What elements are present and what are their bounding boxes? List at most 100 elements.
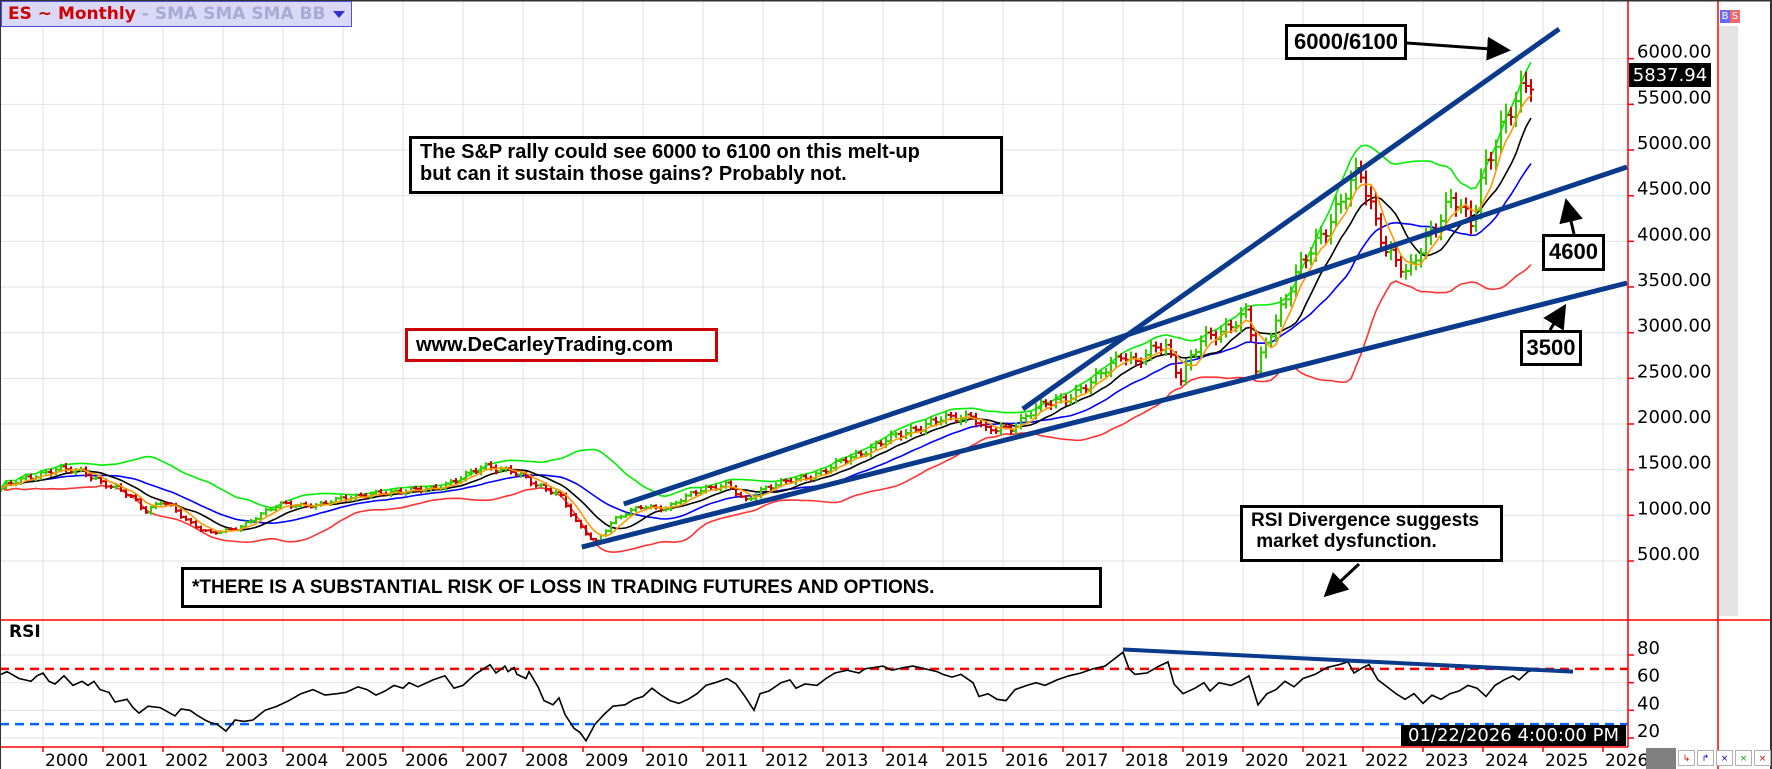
crosshair-green-icon[interactable]: × [1735,750,1752,766]
support-3500-label: 3500 [1520,330,1582,366]
year-label: 2000 [45,751,88,769]
rsi-tick-label: 80 [1637,638,1660,659]
arrow-to-4600-line [1559,198,1583,235]
ohlc-bar [868,443,874,458]
rsi-divergence-note: RSI Divergence suggests market dysfuncti… [1240,505,1503,562]
year-label: 2017 [1065,751,1108,769]
rsi-note-line-2: market dysfunction. [1251,531,1437,553]
year-label: 2025 [1545,751,1588,769]
trendline [581,280,1628,550]
arrow-up-right-icon[interactable]: ↱ [1697,750,1714,766]
bb-upper-line [0,61,1532,509]
ohlc-bar [1483,149,1489,185]
commentary-line-1: The S&P rally could see 6000 to 6100 on … [420,141,920,163]
year-label: 2003 [225,751,268,769]
year-label: 2026 [1605,751,1648,769]
price-tick-label: 2000.00 [1637,407,1711,428]
year-label: 2018 [1125,751,1168,769]
bb-lower-line [0,264,1532,553]
ohlc-bar [1408,254,1414,276]
rsi-tick-label: 20 [1637,721,1660,742]
ohlc-bar [1243,303,1249,319]
year-label: 2007 [465,751,508,769]
ohlc-bar [1398,255,1404,278]
year-label: 2011 [705,751,748,769]
price-tick-label: 4000.00 [1637,224,1711,245]
trendline [1021,26,1561,412]
rsi-tick-label: 60 [1637,666,1660,687]
year-label: 2019 [1185,751,1228,769]
arrow-down-right-icon[interactable]: ↳ [1678,750,1695,766]
year-label: 2021 [1305,751,1348,769]
rsi-title: RSI [9,622,41,642]
year-label: 2006 [405,751,448,769]
ohlc-bar [533,480,539,488]
risk-disclaimer: *THERE IS A SUBSTANTIAL RISK OF LOSS IN … [181,567,1102,608]
price-tick-label: 1500.00 [1637,453,1711,474]
title-separator: - [141,4,149,24]
year-label: 2022 [1365,751,1408,769]
commentary-line-2: but can it sustain those gains? Probably… [420,163,847,186]
indicator-list: SMA SMA SMA BB [154,4,326,24]
symbol-title: ES ~ Monthly [8,4,136,24]
arrow-to-3500-line [1543,303,1567,331]
last-price-label: 5837.94 [1629,63,1711,87]
year-label: 2014 [885,751,928,769]
price-tick-label: 5000.00 [1637,133,1711,154]
ohlc-bar [1528,79,1534,102]
rsi-line [0,650,1535,743]
commentary-box: The S&P rally could see 6000 to 6100 on … [409,136,1003,194]
ohlc-bar [1413,254,1419,271]
price-tick-label: 5500.00 [1637,87,1711,108]
ohlc-bar [188,517,194,525]
year-label: 2002 [165,751,208,769]
year-label: 2008 [525,751,568,769]
ohlc-bar [1258,346,1264,376]
axis-corner [1646,748,1676,769]
year-label: 2010 [645,751,688,769]
price-tick-label: 500.00 [1637,544,1700,565]
cursor-date-label: 01/22/2026 4:00:00 PM [1401,725,1626,746]
rsi-tick-label: 40 [1637,693,1660,714]
sma-fast-line [0,94,1532,537]
price-tick-label: 4500.00 [1637,179,1711,200]
buy-button[interactable]: B [1720,10,1730,23]
ohlc-bar [1338,194,1344,214]
grid [0,0,1628,747]
symbol-title-box[interactable]: ES ~ Monthly - SMA SMA SMA BB [1,1,353,27]
annotation-arrows [1323,36,1583,598]
year-label: 2020 [1245,751,1288,769]
year-label: 2024 [1485,751,1528,769]
arrow-to-6000 [1406,36,1511,61]
crosshair-blue-icon[interactable]: × [1716,750,1733,766]
arrow-to-rsi [1323,562,1361,598]
chevron-down-icon[interactable] [333,10,346,18]
rsi-divergence-trendline [1122,647,1574,674]
crosshair-red-icon[interactable]: × [1754,750,1771,766]
website-label: www.DeCarleyTrading.com [405,328,718,362]
trendline [623,164,1628,507]
support-4600-label: 4600 [1542,234,1605,271]
price-pane [0,26,1628,553]
year-label: 2013 [825,751,868,769]
year-label: 2004 [285,751,328,769]
year-label: 2023 [1425,751,1468,769]
year-label: 2015 [945,751,988,769]
rsi-note-line-1: RSI Divergence suggests [1251,510,1480,531]
ohlc-bar [1253,329,1259,377]
ohlc-bar [1503,103,1509,134]
year-label: 2005 [345,751,388,769]
year-label: 2009 [585,751,628,769]
price-tick-label: 6000.00 [1637,42,1711,63]
ohlc-bar [1378,213,1384,252]
ohlc-bar [1023,413,1029,423]
year-label: 2001 [105,751,148,769]
price-tick-label: 2500.00 [1637,361,1711,382]
year-label: 2016 [1005,751,1048,769]
scrollbar-track [1719,26,1738,616]
ohlc-bar [908,424,914,438]
sell-button[interactable]: S [1730,10,1740,23]
target-label: 6000/6100 [1285,24,1407,60]
